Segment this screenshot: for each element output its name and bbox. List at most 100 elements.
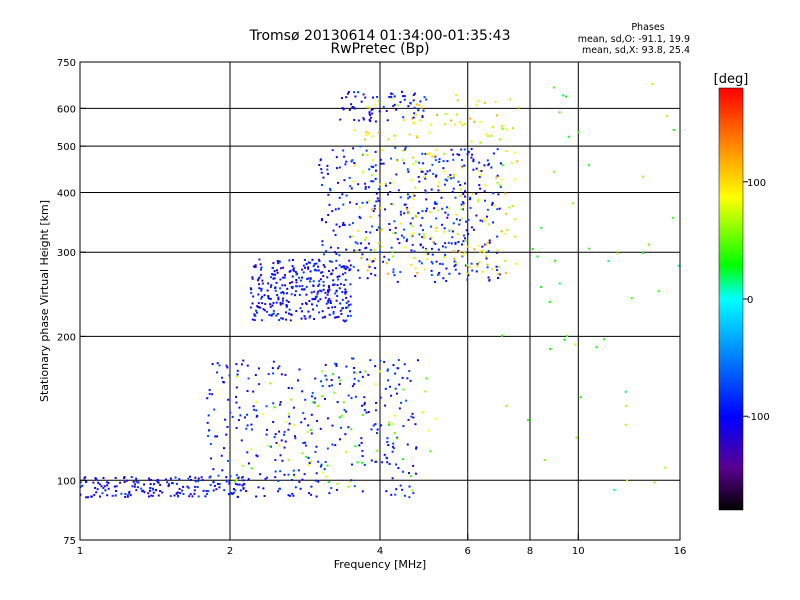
- data-point: [147, 477, 150, 480]
- data-point: [349, 283, 352, 286]
- data-point: [409, 101, 412, 104]
- data-point: [335, 252, 338, 255]
- data-point: [587, 164, 590, 167]
- data-point: [313, 401, 316, 404]
- data-point: [328, 187, 331, 190]
- data-point: [424, 173, 427, 176]
- data-point: [327, 301, 330, 304]
- data-point: [486, 263, 489, 266]
- data-point: [106, 494, 109, 497]
- data-point: [334, 444, 337, 447]
- data-point: [225, 476, 228, 479]
- data-point: [360, 100, 363, 103]
- data-point: [276, 260, 279, 263]
- data-point: [399, 271, 402, 274]
- data-point: [232, 491, 235, 494]
- data-point: [335, 167, 338, 170]
- data-point: [354, 445, 357, 448]
- data-point: [190, 478, 193, 481]
- data-point: [437, 248, 440, 251]
- data-point: [421, 115, 424, 118]
- data-point: [343, 266, 346, 269]
- data-point: [322, 263, 325, 266]
- data-point: [434, 175, 437, 178]
- phases-title: Phases: [631, 22, 664, 33]
- data-point: [101, 492, 104, 495]
- data-point: [288, 308, 291, 311]
- data-point: [426, 153, 429, 156]
- data-point: [235, 395, 238, 398]
- data-point: [352, 357, 355, 360]
- data-point: [641, 175, 644, 178]
- data-point: [481, 249, 484, 252]
- data-point: [334, 208, 337, 211]
- data-point: [307, 261, 310, 264]
- data-point: [240, 439, 243, 442]
- data-point: [223, 447, 226, 450]
- data-point: [293, 269, 296, 272]
- data-point: [242, 475, 245, 478]
- data-point: [438, 271, 441, 274]
- data-point: [415, 113, 418, 116]
- data-point: [345, 365, 348, 368]
- data-point: [479, 250, 482, 253]
- data-point: [157, 494, 160, 497]
- data-point: [326, 447, 329, 450]
- data-point: [274, 286, 277, 289]
- data-point: [374, 150, 377, 153]
- data-point: [269, 285, 272, 288]
- data-point: [322, 275, 325, 278]
- data-point: [478, 184, 481, 187]
- data-point: [453, 257, 456, 260]
- data-point: [303, 315, 306, 318]
- data-point: [206, 397, 209, 400]
- data-point: [218, 483, 221, 486]
- data-point: [202, 489, 205, 492]
- data-point: [388, 463, 391, 466]
- data-point: [386, 119, 389, 122]
- data-point: [288, 415, 291, 418]
- data-point: [273, 270, 276, 273]
- data-point: [312, 401, 315, 404]
- data-point: [263, 309, 266, 312]
- data-point: [424, 390, 427, 393]
- y-tick-label: 400: [57, 188, 76, 199]
- data-point: [462, 192, 465, 195]
- data-point: [317, 269, 320, 272]
- data-point: [460, 148, 463, 151]
- data-point: [140, 487, 143, 490]
- data-point: [443, 183, 446, 186]
- data-point: [251, 302, 254, 305]
- data-point: [495, 251, 498, 254]
- data-point: [424, 152, 427, 155]
- data-point: [265, 433, 268, 436]
- data-point: [316, 292, 319, 295]
- data-point: [319, 298, 322, 301]
- data-point: [241, 464, 244, 467]
- data-point: [478, 175, 481, 178]
- data-point: [456, 233, 459, 236]
- data-point: [297, 469, 300, 472]
- data-point: [466, 153, 469, 156]
- data-point: [287, 412, 290, 415]
- data-point: [327, 193, 330, 196]
- data-point: [345, 160, 348, 163]
- data-point: [454, 241, 457, 244]
- data-point: [402, 388, 405, 391]
- data-point: [430, 236, 433, 239]
- data-point: [338, 254, 341, 257]
- data-point: [280, 291, 283, 294]
- data-point: [376, 428, 379, 431]
- data-point: [380, 228, 383, 231]
- data-point: [278, 365, 281, 368]
- data-point: [404, 148, 407, 151]
- data-point: [402, 425, 405, 428]
- data-point: [350, 479, 353, 482]
- data-point: [269, 297, 272, 300]
- data-point: [492, 221, 495, 224]
- data-point: [432, 241, 435, 244]
- data-point: [306, 430, 309, 433]
- data-point: [444, 246, 447, 249]
- data-point: [346, 314, 349, 317]
